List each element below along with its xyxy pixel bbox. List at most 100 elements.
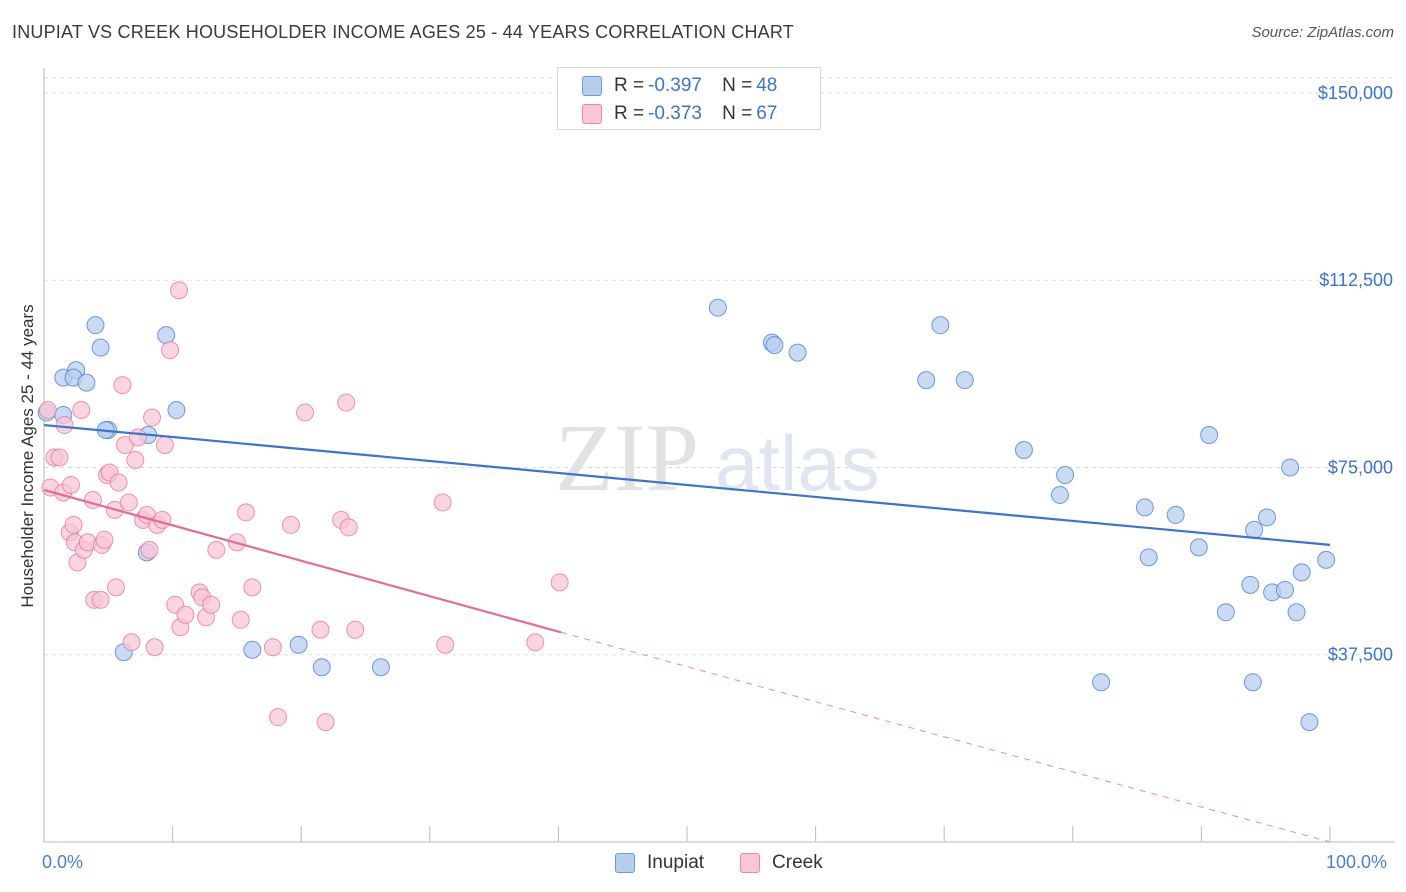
inupiat-point bbox=[167, 401, 186, 420]
inupiat-point bbox=[371, 658, 390, 677]
creek-point bbox=[55, 416, 74, 435]
creek-point bbox=[170, 281, 189, 300]
creek-point bbox=[263, 638, 282, 657]
legend-item-inupiat[interactable]: Inupiat bbox=[615, 852, 704, 874]
inupiat-point bbox=[1189, 538, 1208, 557]
creek-point bbox=[236, 503, 255, 522]
inupiat-point bbox=[77, 373, 96, 392]
inupiat-point bbox=[1166, 505, 1185, 524]
creek-swatch bbox=[582, 104, 602, 124]
r-value: -0.397 bbox=[648, 75, 702, 96]
creek-point bbox=[95, 530, 114, 549]
inupiat-point bbox=[955, 371, 974, 390]
inupiat-point bbox=[289, 635, 308, 654]
watermark: ZIP atlas bbox=[555, 404, 880, 511]
creek-point bbox=[145, 638, 164, 657]
n-label: N = bbox=[722, 103, 753, 124]
creek-point bbox=[119, 493, 138, 512]
creek-point bbox=[143, 408, 162, 427]
creek-point bbox=[62, 475, 81, 494]
inupiat-trend-line bbox=[43, 423, 1331, 546]
inupiat-swatch bbox=[582, 76, 602, 96]
points-layer bbox=[37, 281, 1336, 732]
inupiat-point bbox=[1245, 520, 1264, 539]
creek-point bbox=[128, 428, 147, 447]
r-label: R = bbox=[614, 75, 645, 96]
inupiat-point bbox=[1257, 508, 1276, 527]
inupiat-point bbox=[708, 298, 727, 317]
watermark-atlas: atlas bbox=[715, 419, 880, 507]
creek-point bbox=[107, 578, 126, 597]
creek-trend-extension bbox=[560, 631, 1331, 843]
inupiat-point bbox=[1275, 580, 1294, 599]
creek-point bbox=[126, 450, 145, 469]
inupiat-point bbox=[1300, 713, 1319, 732]
x-tick-label-min: 0.0% bbox=[42, 852, 84, 872]
creek-point bbox=[346, 620, 365, 639]
legend-item-creek[interactable]: Creek bbox=[740, 852, 823, 874]
creek-point bbox=[433, 493, 452, 512]
creek-point bbox=[243, 578, 262, 597]
inupiat-point bbox=[1135, 498, 1154, 517]
creek-point bbox=[38, 401, 57, 420]
y-tick-label: $37,500 bbox=[1328, 645, 1393, 665]
grid-layer bbox=[44, 77, 1395, 656]
creek-point bbox=[176, 605, 195, 624]
inupiat-point bbox=[1050, 485, 1069, 504]
correlation-legend: R = -0.397 N = 48 R = -0.373 N = 67 bbox=[557, 67, 821, 130]
inupiat-point bbox=[1139, 548, 1158, 567]
inupiat-point bbox=[765, 336, 784, 355]
inupiat-point bbox=[86, 316, 105, 335]
series-legend: Inupiat Creek bbox=[615, 852, 859, 874]
legend-row-creek: R = -0.373 N = 67 bbox=[582, 102, 777, 126]
watermark-zip: ZIP bbox=[555, 404, 699, 511]
inupiat-point bbox=[1287, 603, 1306, 622]
inupiat-point bbox=[1281, 458, 1300, 477]
n-label: N = bbox=[722, 75, 753, 96]
creek-trend-line bbox=[43, 488, 562, 634]
inupiat-point bbox=[1216, 603, 1235, 622]
r-label: R = bbox=[614, 103, 645, 124]
chart-source: Source: ZipAtlas.com bbox=[1251, 24, 1394, 41]
inupiat-point bbox=[91, 338, 110, 357]
chart-title: INUPIAT VS CREEK HOUSEHOLDER INCOME AGES… bbox=[12, 22, 794, 42]
creek-point bbox=[207, 540, 226, 559]
legend-label-inupiat: Inupiat bbox=[647, 852, 705, 873]
creek-point bbox=[550, 573, 569, 592]
inupiat-point bbox=[1092, 673, 1111, 692]
y-tick-label: $150,000 bbox=[1318, 83, 1393, 103]
inupiat-point bbox=[243, 640, 262, 659]
inupiat-point bbox=[1292, 563, 1311, 582]
inupiat-point bbox=[917, 371, 936, 390]
inupiat-point bbox=[931, 316, 950, 335]
creek-point bbox=[72, 401, 91, 420]
creek-point bbox=[311, 620, 330, 639]
inupiat-point bbox=[1243, 673, 1262, 692]
creek-swatch bbox=[740, 853, 761, 873]
y-tick-label: $75,000 bbox=[1328, 457, 1393, 477]
creek-point bbox=[316, 713, 335, 732]
y-tick-label: $112,500 bbox=[1319, 270, 1393, 290]
creek-point bbox=[337, 393, 356, 412]
inupiat-point bbox=[1014, 441, 1033, 460]
creek-point bbox=[140, 540, 159, 559]
creek-point bbox=[64, 515, 83, 534]
r-value: -0.373 bbox=[648, 103, 702, 124]
creek-point bbox=[281, 515, 300, 534]
inupiat-point bbox=[1317, 550, 1336, 569]
axis-layer bbox=[43, 68, 1395, 843]
creek-point bbox=[231, 610, 250, 629]
legend-label-creek: Creek bbox=[772, 852, 823, 873]
creek-point bbox=[202, 595, 221, 614]
creek-point bbox=[113, 376, 132, 395]
creek-point bbox=[339, 518, 358, 537]
inupiat-swatch bbox=[615, 853, 635, 873]
y-tick-labels: $37,500 $75,000 $112,500 $150,000 bbox=[1318, 83, 1393, 665]
y-axis-label: Householder Income Ages 25 - 44 years bbox=[18, 304, 37, 608]
creek-point bbox=[122, 633, 141, 652]
inupiat-point bbox=[1241, 575, 1260, 594]
creek-point bbox=[296, 403, 315, 422]
inupiat-point bbox=[788, 343, 807, 362]
n-value: 67 bbox=[756, 103, 778, 124]
